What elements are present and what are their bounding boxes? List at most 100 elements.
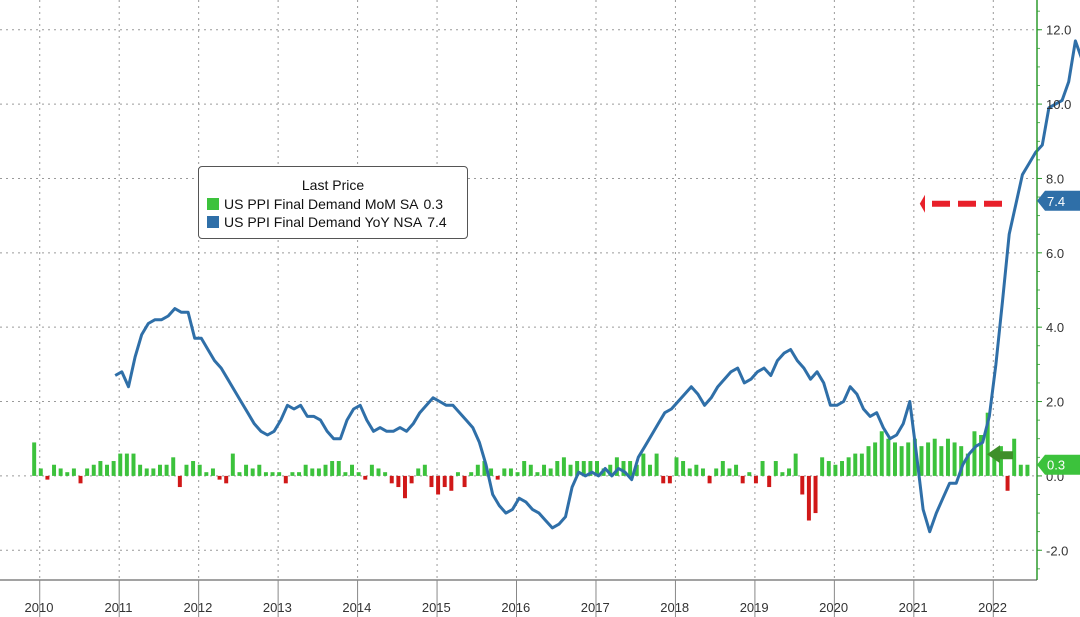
mom-bar xyxy=(111,461,116,476)
mom-bar xyxy=(687,468,692,476)
mom-bar xyxy=(263,472,268,476)
mom-bar xyxy=(475,464,480,476)
yoy-series-line xyxy=(114,39,1080,534)
mom-bar xyxy=(820,457,825,476)
y-tick-label: 8.0 xyxy=(1046,171,1064,186)
mom-bar xyxy=(985,412,990,476)
mom-bar xyxy=(257,464,262,476)
mom-bar xyxy=(893,442,897,476)
legend-label-yoy: US PPI Final Demand YoY NSA xyxy=(224,214,423,230)
y-tick-label: 2.0 xyxy=(1046,395,1064,410)
legend-box: Last Price US PPI Final Demand MoM SA 0.… xyxy=(198,166,468,239)
mom-bar xyxy=(793,453,798,476)
mom-bar xyxy=(707,475,712,484)
mom-bar xyxy=(297,472,302,476)
mom-bar xyxy=(859,453,864,476)
mom-bar xyxy=(323,464,328,476)
legend-title: Last Price xyxy=(301,177,365,193)
mom-bar xyxy=(800,475,805,495)
legend-value-yoy: 7.4 xyxy=(427,214,447,230)
mom-bar xyxy=(840,461,845,476)
mom-bar xyxy=(224,475,229,484)
mom-bar xyxy=(667,475,672,484)
x-axis: 2010 2011 2012 2013 2014 2015 2016 2017 2018 2019… xyxy=(0,579,1037,617)
mom-last-value-badge-bg xyxy=(1037,454,1080,475)
mom-bar xyxy=(714,468,719,476)
mom-bar xyxy=(575,461,580,476)
legend-label-mom: US PPI Final Demand MoM SA xyxy=(224,196,419,212)
legend-item-mom: US PPI Final Demand MoM SA 0.3 xyxy=(199,195,467,213)
mom-bar xyxy=(806,475,811,521)
legend-item-yoy: US PPI Final Demand YoY NSA 7.4 xyxy=(199,213,467,231)
x-tick-label: 2020 xyxy=(819,600,848,615)
mom-bar xyxy=(436,475,441,495)
y-tick-label: 10.0 xyxy=(1046,97,1071,112)
y-tick-label: 12.0 xyxy=(1046,23,1071,38)
mom-bar xyxy=(330,461,335,476)
mom-bar xyxy=(336,461,341,476)
mom-bar xyxy=(674,457,679,476)
x-tick-label: 2022 xyxy=(978,600,1007,615)
mom-bar xyxy=(780,472,785,476)
mom-bars xyxy=(32,412,1030,521)
mom-bar xyxy=(495,475,500,480)
mom-bar xyxy=(588,461,593,476)
mom-bar xyxy=(217,475,222,480)
mom-bar xyxy=(277,472,282,476)
y-tick-label: 6.0 xyxy=(1046,246,1064,261)
mom-bar xyxy=(118,453,123,476)
annotations xyxy=(919,194,1013,464)
mom-bar xyxy=(369,464,374,476)
x-tick-label: 2017 xyxy=(581,600,610,615)
mom-bar xyxy=(138,464,143,476)
mom-bar xyxy=(787,468,792,476)
y-tick-label: 4.0 xyxy=(1046,320,1064,335)
mom-bar xyxy=(363,475,368,480)
legend-value-mom: 0.3 xyxy=(423,196,443,212)
mom-bar xyxy=(720,461,725,476)
mom-bar xyxy=(376,468,381,476)
mom-bar xyxy=(614,457,619,476)
mom-bar xyxy=(760,461,765,476)
mom-bar xyxy=(548,468,553,476)
mom-bar xyxy=(396,475,401,488)
mom-bar xyxy=(244,464,249,476)
mom-bar xyxy=(124,453,129,476)
mom-bar xyxy=(833,464,838,476)
mom-bar xyxy=(561,457,566,476)
x-tick-label: 2015 xyxy=(422,600,451,615)
mom-bar xyxy=(992,457,997,476)
x-tick-label: 2013 xyxy=(263,600,292,615)
y-tick-label: -2.0 xyxy=(1046,543,1068,558)
mom-bar xyxy=(164,464,169,476)
mom-bar xyxy=(310,468,315,476)
mom-bar xyxy=(846,457,851,476)
x-tick-label: 2021 xyxy=(899,600,928,615)
mom-bar xyxy=(866,446,871,476)
mom-bar xyxy=(926,442,931,476)
mom-bar xyxy=(65,472,70,476)
mom-bar xyxy=(442,475,447,488)
yoy-last-value-badge-bg xyxy=(1037,190,1080,211)
grid-lines xyxy=(0,0,1037,580)
mom-bar xyxy=(826,461,831,476)
x-tick-label: 2011 xyxy=(104,600,132,615)
mom-bar xyxy=(316,468,321,476)
mom-bar xyxy=(449,475,454,491)
mom-bar xyxy=(210,468,215,476)
mom-bar xyxy=(230,453,235,476)
yoy-line xyxy=(114,39,1080,534)
mom-bar xyxy=(455,472,460,476)
mom-bar xyxy=(71,468,76,476)
mom-bar xyxy=(515,472,520,476)
mom-bar xyxy=(52,464,57,476)
mom-bar xyxy=(634,464,639,476)
y-axis: -2.00.02.04.06.08.010.012.07.40.3 xyxy=(1036,0,1080,580)
mom-bar xyxy=(879,431,884,476)
mom-bar xyxy=(98,461,103,476)
mom-bar xyxy=(402,475,407,499)
mom-bar xyxy=(641,453,646,476)
mom-bar xyxy=(522,461,527,476)
mom-bar xyxy=(416,468,421,476)
mom-bar xyxy=(747,472,752,476)
